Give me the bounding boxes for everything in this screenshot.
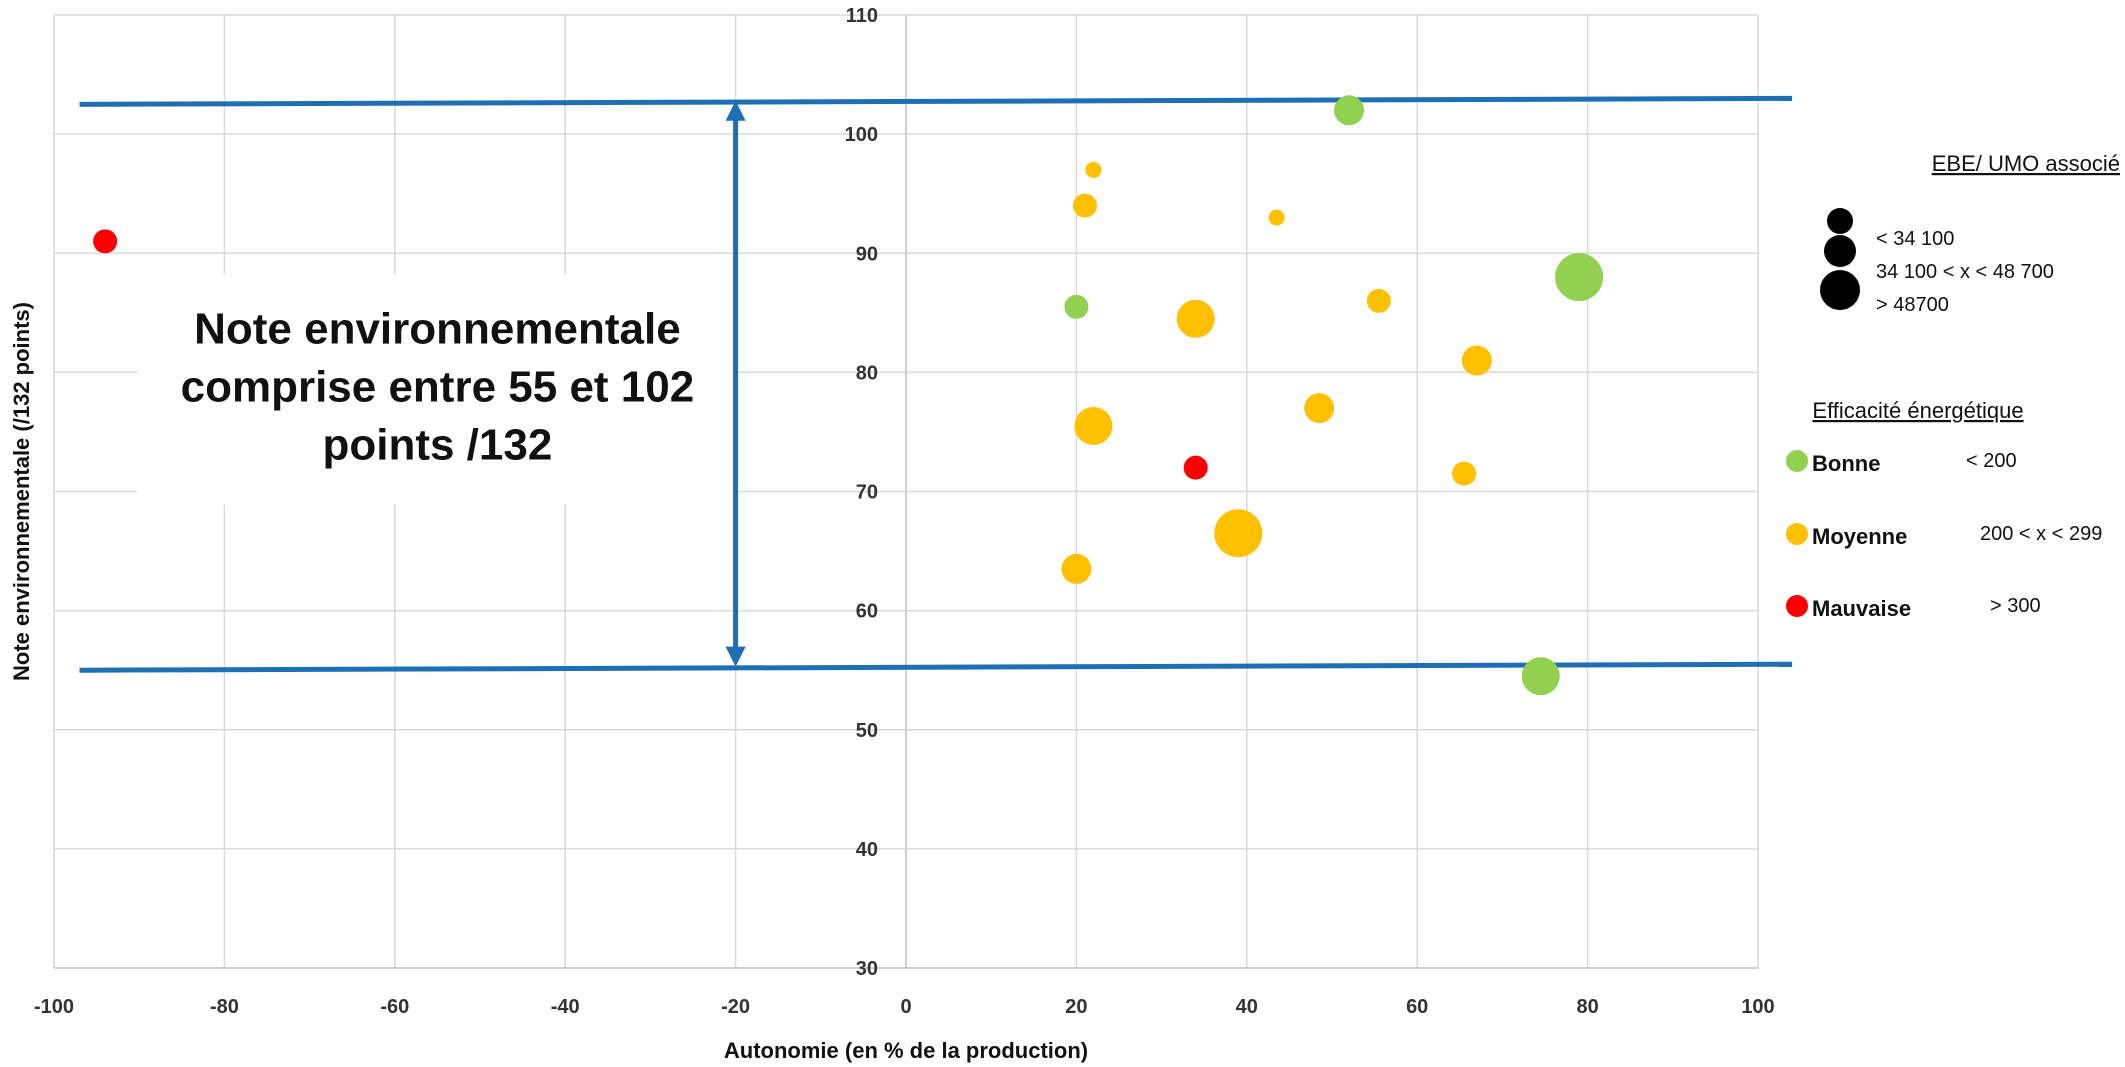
- legend-range-bonne: < 200: [1966, 450, 2017, 472]
- data-point-moyenne: [1268, 209, 1285, 226]
- annotation-line-3: points /132: [322, 420, 552, 469]
- legend-label-moyenne: Moyenne: [1812, 524, 1907, 549]
- legend-size-label-small: < 34 100: [1876, 228, 1954, 250]
- x-tick-label: -20: [721, 996, 750, 1018]
- data-point-moyenne: [1176, 299, 1215, 338]
- legend-size-marker-medium: [1824, 235, 1856, 267]
- legend-size-marker-small: [1827, 208, 1853, 234]
- arrow-head-bottom: [725, 646, 746, 667]
- y-axis-label: Note environnementale (/132 points): [9, 302, 34, 681]
- data-point-bonne: [1064, 294, 1089, 319]
- tick-labels: -100 -80 -60 -40 -20 0 20 40 60 80 100 30 40 50 60 70 80…: [34, 5, 1775, 1018]
- y-tick-label: 110: [846, 5, 878, 27]
- y-tick-label: 40: [856, 839, 878, 861]
- data-point-moyenne: [1061, 553, 1092, 584]
- data-point-bonne: [1334, 95, 1365, 126]
- legend-label-bonne: Bonne: [1812, 451, 1880, 476]
- data-points: [93, 95, 1604, 696]
- reference-lines: [79, 95, 1793, 673]
- annotation-line-1: Note environnementale: [194, 304, 681, 353]
- legend: EBE/ UMO associé < 34 100 34 100 < x < 4…: [1786, 151, 2120, 621]
- x-tick-label: -60: [380, 996, 409, 1018]
- data-point-moyenne: [1304, 393, 1335, 424]
- data-point-moyenne: [1072, 193, 1097, 218]
- x-axis-label: Autonomie (en % de la production): [724, 1038, 1088, 1063]
- data-point-moyenne: [1461, 345, 1492, 376]
- x-tick-label: -40: [551, 996, 580, 1018]
- legend-size-label-medium: 34 100 < x < 48 700: [1876, 261, 2054, 283]
- x-tick-label: 60: [1406, 996, 1428, 1018]
- legend-color-title: Efficacité énergétique: [1812, 398, 2023, 423]
- data-point-bonne: [1521, 657, 1560, 696]
- data-point-moyenne: [1366, 288, 1391, 313]
- x-tick-label: -80: [210, 996, 239, 1018]
- y-tick-label: 100: [845, 124, 878, 146]
- x-tick-label: 100: [1741, 996, 1774, 1018]
- x-tick-label: -100: [34, 996, 74, 1018]
- x-tick-label: 0: [900, 996, 911, 1018]
- data-point-bonne: [1555, 253, 1604, 302]
- y-tick-label: 80: [856, 362, 878, 384]
- data-point-mauvaise: [1183, 455, 1208, 480]
- annotation-box: Note environnementale comprise entre 55 …: [137, 274, 738, 505]
- grid: [53, 14, 1759, 969]
- range-arrow: [725, 100, 746, 667]
- legend-range-mauvaise: > 300: [1990, 595, 2041, 617]
- y-tick-label: 30: [856, 958, 878, 980]
- annotation-background: [137, 274, 738, 505]
- legend-size-marker-large: [1820, 270, 1860, 310]
- data-point-moyenne: [1214, 509, 1263, 558]
- data-point-moyenne: [1452, 461, 1477, 486]
- data-point-moyenne: [1074, 406, 1113, 445]
- arrow-head-top: [725, 100, 746, 121]
- legend-label-mauvaise: Mauvaise: [1812, 596, 1911, 621]
- y-tick-label: 90: [856, 243, 878, 265]
- x-tick-label: 80: [1576, 996, 1598, 1018]
- x-tick-label: 20: [1065, 996, 1087, 1018]
- reference-line: [79, 661, 1793, 673]
- reference-line: [79, 95, 1793, 107]
- legend-marker-moyenne: [1786, 523, 1808, 545]
- legend-range-moyenne: 200 < x < 299: [1980, 523, 2102, 545]
- legend-size-title: EBE/ UMO associé: [1932, 151, 2120, 176]
- legend-marker-mauvaise: [1786, 595, 1808, 617]
- legend-size-label-large: > 48700: [1876, 294, 1949, 316]
- legend-marker-bonne: [1786, 450, 1808, 472]
- data-point-mauvaise: [93, 229, 118, 254]
- data-point-moyenne: [1085, 161, 1102, 178]
- y-tick-label: 60: [856, 601, 878, 623]
- y-tick-label: 70: [856, 482, 878, 504]
- x-tick-label: 40: [1236, 996, 1258, 1018]
- annotation-line-2: comprise entre 55 et 102: [181, 362, 695, 411]
- y-tick-label: 50: [856, 720, 878, 742]
